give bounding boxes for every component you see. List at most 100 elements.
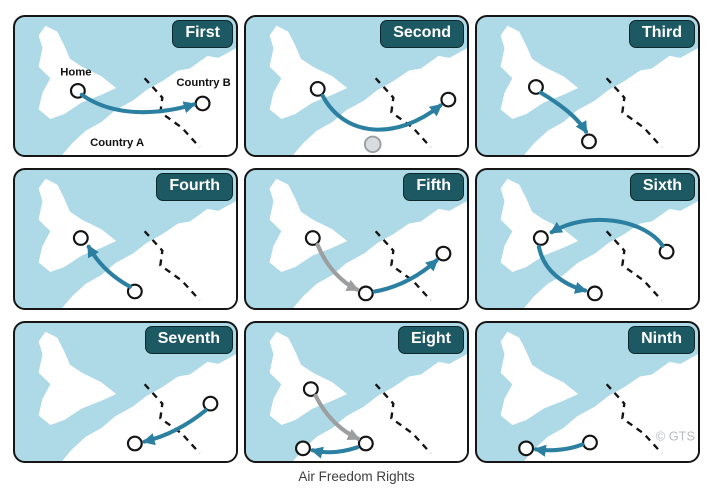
home-island-shape xyxy=(38,25,117,120)
home-island-shape xyxy=(500,178,579,273)
panel-eight: Eight xyxy=(244,321,469,463)
panel-ninth: © GTS Ninth xyxy=(475,321,700,463)
route-arrow-primary xyxy=(79,92,197,115)
airport-circle xyxy=(194,95,211,112)
airport-circle xyxy=(357,435,374,452)
home-island-shape xyxy=(500,331,579,426)
country-border-dashed-line xyxy=(374,230,432,302)
panel-title-badge-eight: Eight xyxy=(398,326,464,354)
route-arrow-primary xyxy=(310,445,360,459)
route-arrow-primary xyxy=(320,93,443,132)
mainland-shape xyxy=(62,48,236,155)
route-overlay xyxy=(527,79,597,150)
route-arrow-primary xyxy=(538,90,589,134)
route-arrow-primary xyxy=(549,217,665,248)
home-island-shape xyxy=(500,25,579,120)
route-arrow-secondary xyxy=(313,393,361,441)
map-canvas xyxy=(269,331,467,461)
panel-title-badge-ninth: Ninth xyxy=(628,326,695,354)
route-overlay xyxy=(126,395,219,452)
panel-title-badge-seventh: Seventh xyxy=(144,326,233,354)
airport-circle xyxy=(295,440,311,457)
home-island-shape xyxy=(38,178,117,273)
mainland-shape xyxy=(293,48,467,155)
map-canvas: Home Country B Country A xyxy=(38,25,236,155)
route-arrow-secondary xyxy=(315,242,360,292)
country-border-dashed-line xyxy=(605,77,663,149)
home-island-shape xyxy=(269,25,348,120)
map-canvas xyxy=(269,25,467,155)
airport-circle xyxy=(302,381,319,397)
map-canvas xyxy=(500,25,698,155)
mainland-shape xyxy=(62,354,236,461)
country-border-dashed-line xyxy=(143,383,201,455)
route-overlay: Home Country B Country A xyxy=(60,66,231,149)
panel-fourth: Fourth xyxy=(13,168,238,310)
home-island-shape xyxy=(269,331,348,426)
panel-second: Second xyxy=(244,15,469,157)
mainland-shape xyxy=(62,201,236,308)
airport-circle xyxy=(532,230,549,246)
map-canvas: © GTS xyxy=(500,331,698,461)
airport-circle xyxy=(518,440,535,457)
map-canvas xyxy=(269,178,467,308)
airport-circle xyxy=(435,245,452,262)
mainland-shape xyxy=(293,354,467,461)
route-arrow-primary xyxy=(142,408,208,446)
panel-title-badge-fifth: Fifth xyxy=(403,173,464,201)
panel-title-badge-second: Second xyxy=(380,20,464,48)
panel-first: Home Country B Country A First xyxy=(13,15,238,157)
mainland-shape xyxy=(524,354,698,461)
home-island-shape xyxy=(269,178,348,273)
map-canvas xyxy=(38,331,236,461)
airport-circle xyxy=(72,230,89,246)
airport-circle xyxy=(581,434,598,451)
mainland-shape xyxy=(524,48,698,155)
panel-title-badge-sixth: Sixth xyxy=(629,173,695,201)
airport-circle xyxy=(440,91,457,108)
airport-circle xyxy=(309,81,326,97)
mainland-shape xyxy=(293,201,467,308)
route-arrow-primary xyxy=(372,258,439,294)
panel-grid: Home Country B Country A First Second Thir… xyxy=(13,15,700,463)
panel-third: Third xyxy=(475,15,700,157)
airport-circle xyxy=(527,79,544,95)
route-overlay: © GTS xyxy=(518,430,695,457)
route-overlay xyxy=(295,381,374,459)
map-label: Home xyxy=(60,66,91,78)
airport-circle xyxy=(126,283,143,300)
panel-title-badge-first: First xyxy=(172,20,233,48)
mainland-shape xyxy=(524,201,698,308)
airport-circle xyxy=(357,285,374,302)
route-arrow-primary xyxy=(86,244,132,289)
map-label: Country A xyxy=(90,137,144,149)
panel-seventh: Seventh xyxy=(13,321,238,463)
country-border-dashed-line xyxy=(605,230,663,302)
map-label: Country B xyxy=(176,77,231,89)
route-overlay xyxy=(304,230,452,302)
map-canvas xyxy=(38,178,236,308)
figure-caption: Air Freedom Rights xyxy=(298,469,415,484)
panel-title-badge-third: Third xyxy=(629,20,695,48)
panel-title-badge-fourth: Fourth xyxy=(156,173,233,201)
panel-sixth: Sixth xyxy=(475,168,700,310)
airport-circle xyxy=(586,285,603,302)
country-border-dashed-line xyxy=(143,230,201,302)
route-arrow-primary xyxy=(536,244,588,294)
route-arrow-primary xyxy=(533,442,585,457)
route-overlay xyxy=(532,217,675,302)
airport-circle xyxy=(304,230,321,246)
technical-stop-circle xyxy=(363,135,382,154)
country-border-dashed-line xyxy=(374,77,432,149)
country-border-dashed-line xyxy=(605,383,663,455)
airport-circle xyxy=(658,243,675,260)
airport-circle xyxy=(202,395,219,412)
watermark-text: © GTS xyxy=(656,430,695,444)
map-canvas xyxy=(500,178,698,308)
route-overlay xyxy=(309,81,457,154)
country-border-dashed-line xyxy=(374,383,432,455)
panel-fifth: Fifth xyxy=(244,168,469,310)
airport-circle xyxy=(126,435,143,452)
route-overlay xyxy=(72,230,143,300)
